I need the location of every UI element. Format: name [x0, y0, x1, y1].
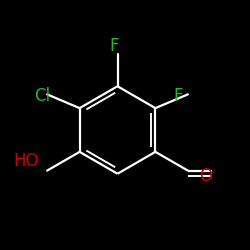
Text: Cl: Cl: [34, 87, 50, 105]
Text: F: F: [174, 87, 183, 105]
Text: HO: HO: [13, 152, 39, 170]
Text: F: F: [109, 37, 118, 55]
Text: O: O: [199, 167, 212, 185]
